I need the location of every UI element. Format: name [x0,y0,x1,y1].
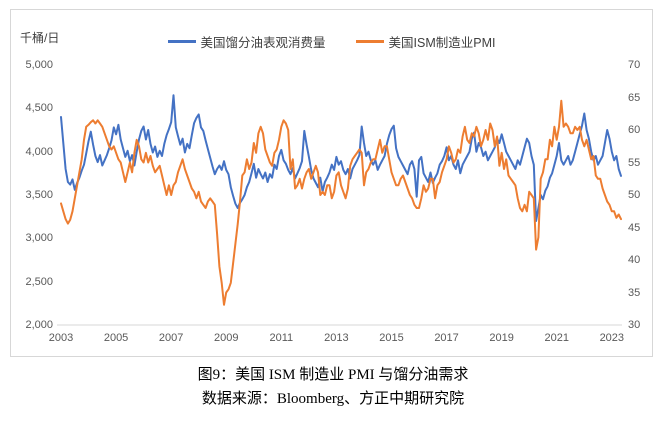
y-axis-left-label: 2,500 [25,275,53,288]
y-axis-right-label: 45 [628,221,641,234]
y-axis-left-label: 2,000 [25,319,53,331]
series-line-distillate [60,94,622,222]
y-axis-right-label: 35 [628,286,641,299]
y-axis-right-label: 50 [628,189,641,201]
x-axis-year-label: 2015 [379,332,404,344]
x-axis-year-label: 2003 [48,332,74,344]
y-axis-left-label: 3,000 [25,232,53,245]
series-line-pmi [60,99,622,306]
x-axis-year-label: 2005 [103,332,129,344]
legend-item-pmi: 美国ISM制造业PMI [355,32,496,51]
y-axis-right-label: 65 [628,91,641,104]
y-axis-right-label: 60 [628,124,641,136]
y-axis-right-label: 40 [628,254,641,266]
legend-label-distillate: 美国馏分油表观消费量 [200,36,326,50]
x-axis-year-label: 2019 [489,332,514,344]
chart-area: 千桶/日 美国馏分油表观消费量 美国ISM制造业PMI 5,000 4,500 4,… [10,9,653,357]
legend-line-swatch-blue [167,40,196,43]
y-axis-left-label: 5,000 [25,59,53,71]
figure-source: 数据来源：Bloomberg、方正中期研究院 [201,391,465,407]
x-axis-year-label: 2017 [434,332,459,344]
y-axis-right-label: 70 [628,59,641,71]
y-axis-right-label: 30 [628,319,641,331]
x-axis-year-label: 2023 [599,332,625,344]
left-axis-unit-label: 千桶/日 [20,31,60,45]
legend-label-pmi: 美国ISM制造业PMI [388,36,496,50]
x-axis-year-label: 2011 [269,332,294,344]
y-axis-left-label: 4,500 [25,102,53,115]
x-axis-year-label: 2009 [213,332,239,344]
caption: 图9：美国 ISM 制造业 PMI 与馏分油需求 数据来源：Bloomberg、… [0,363,666,411]
legend-item-distillate: 美国馏分油表观消费量 [167,32,326,51]
x-axis-year-label: 2007 [158,332,184,344]
x-axis-year-label: 2021 [544,332,569,344]
x-axis-year-label: 2013 [324,332,349,344]
figure-title: 图9：美国 ISM 制造业 PMI 与馏分油需求 [197,367,469,383]
legend-line-swatch-orange [355,40,384,43]
legend: 美国馏分油表观消费量 美国ISM制造业PMI [11,32,652,51]
y-axis-left-label: 3,500 [25,189,53,201]
y-axis-left-label: 4,000 [25,145,53,158]
y-axis-right-label: 55 [628,156,641,169]
line-plot [57,94,622,326]
